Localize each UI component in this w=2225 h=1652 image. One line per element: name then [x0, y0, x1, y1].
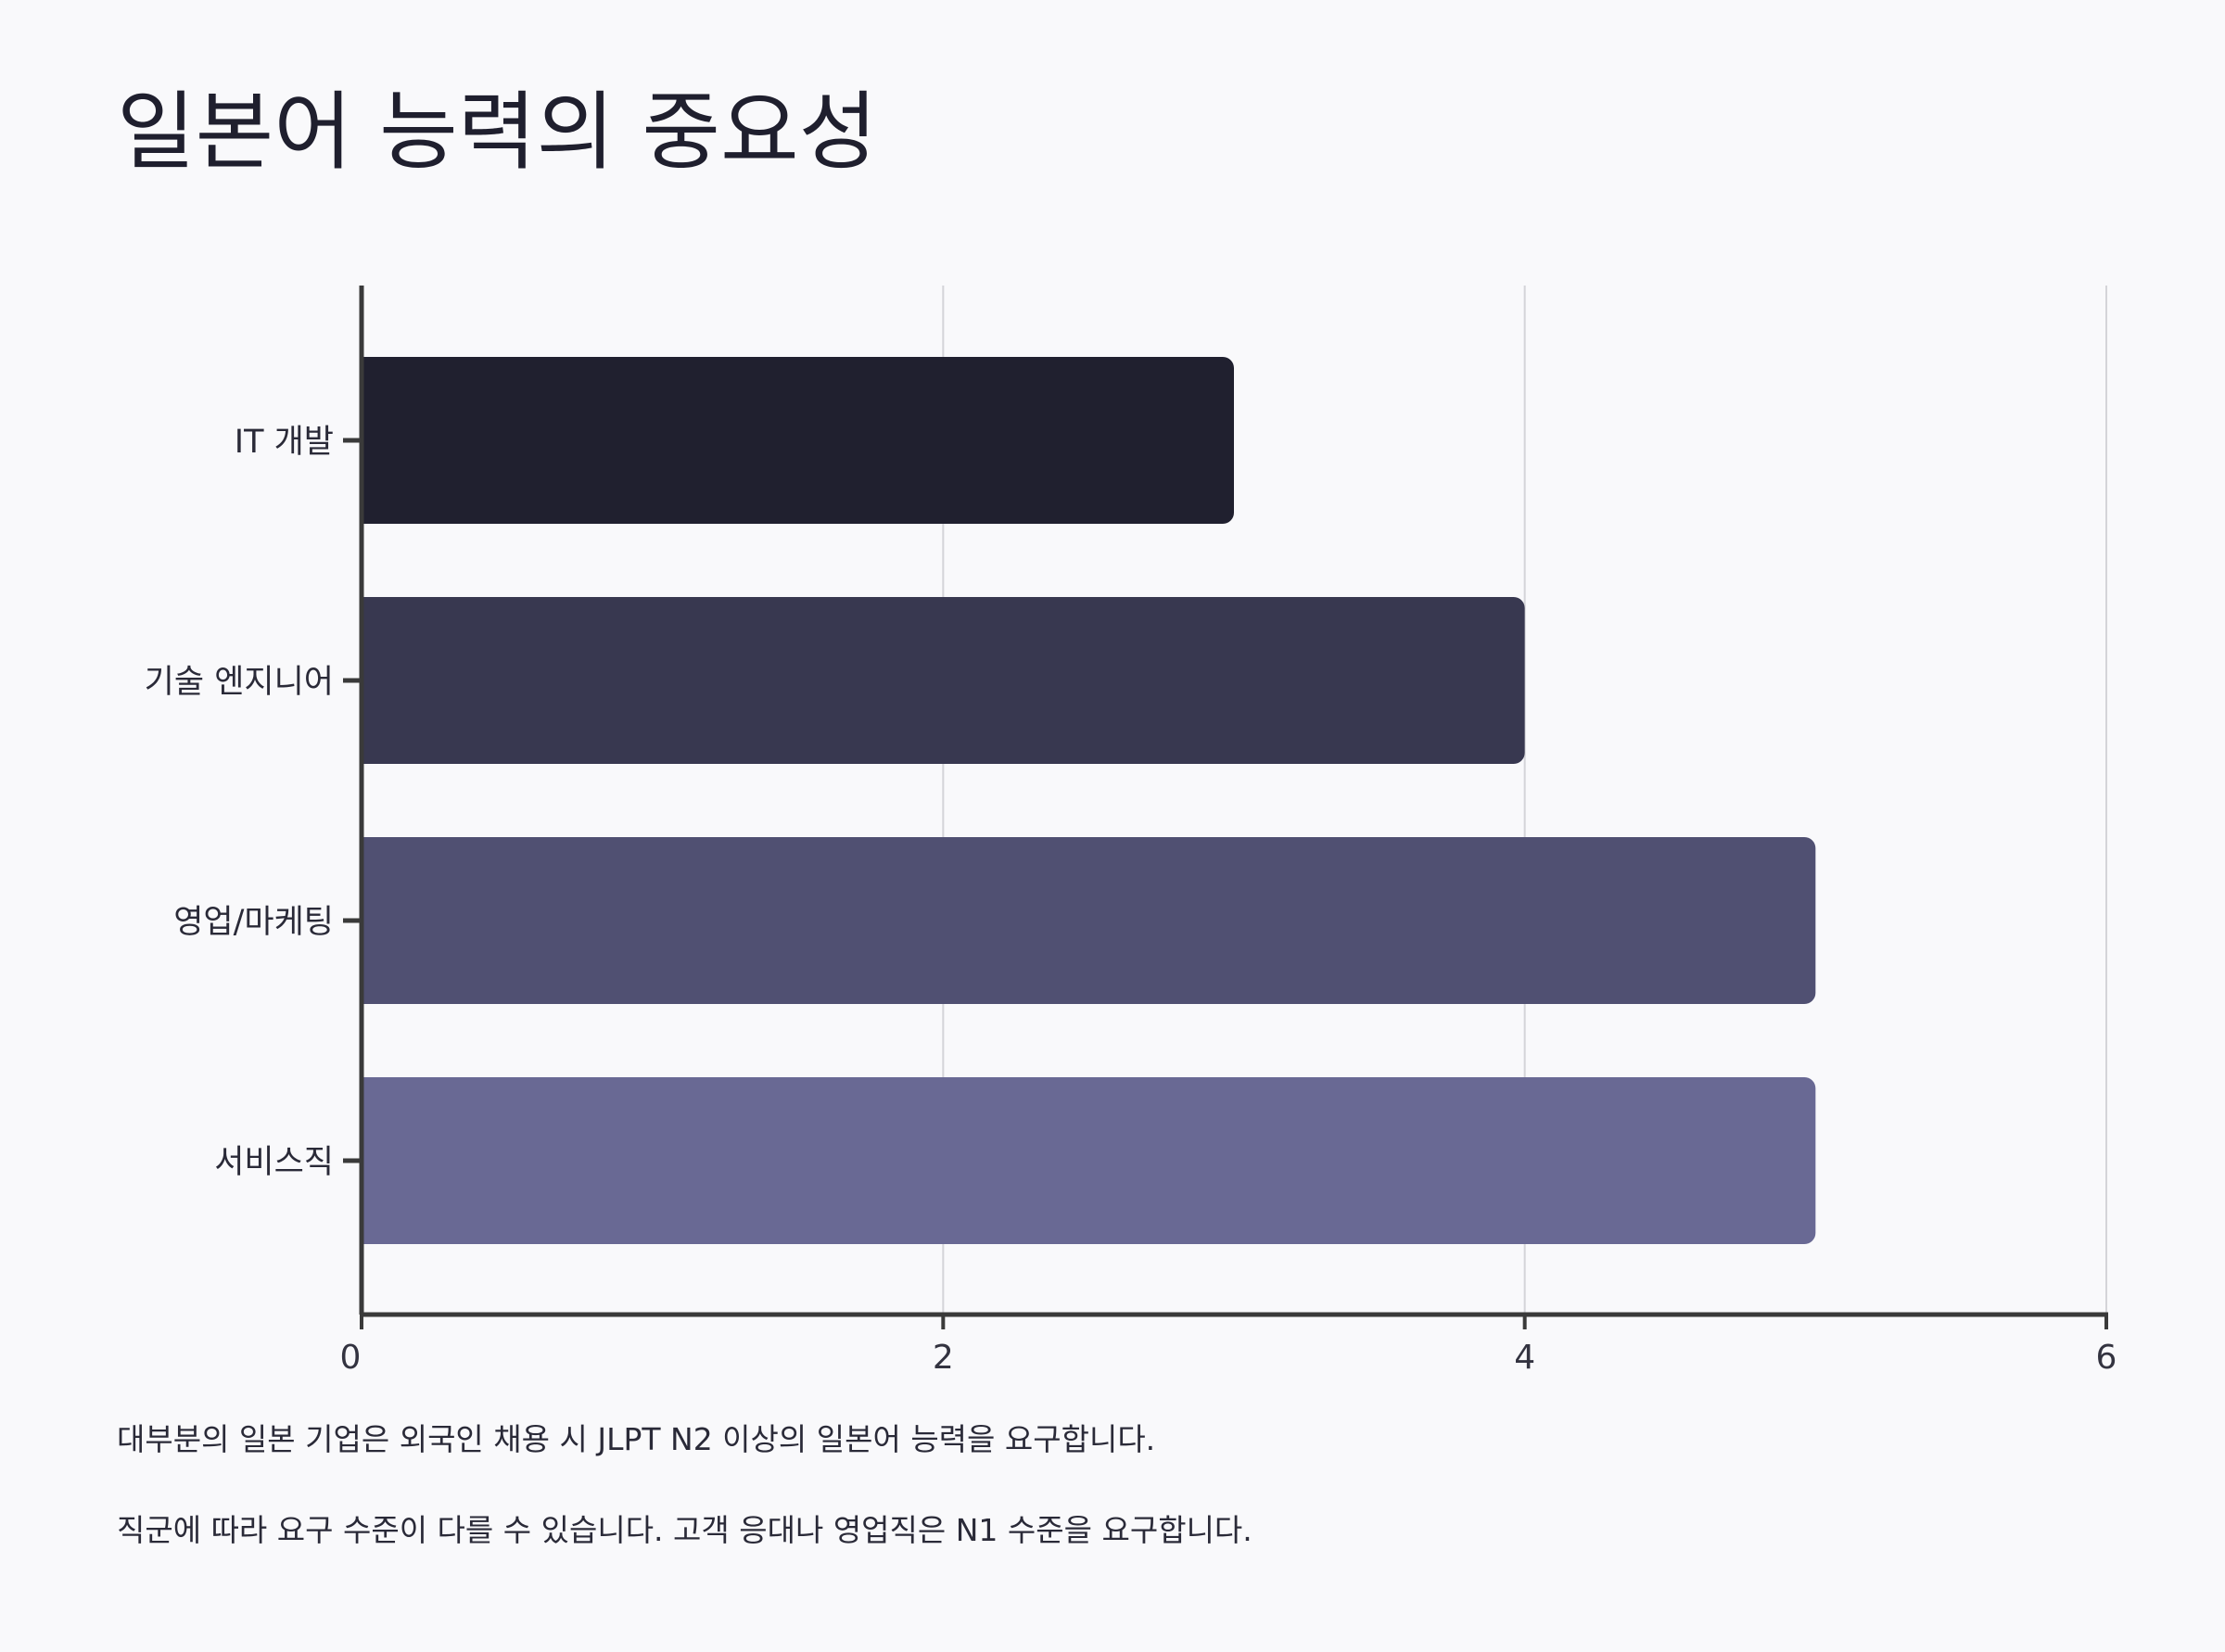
bar-4-base [362, 1077, 380, 1244]
axes [343, 286, 2108, 1329]
bar-1-base [362, 357, 380, 524]
x-tick-label-2: 2 [933, 1339, 954, 1377]
bar-1 [362, 357, 1234, 524]
y-tick-label-4: 서비스직 [214, 1144, 334, 1181]
bar-2 [362, 597, 1525, 764]
bar-3-base [362, 837, 380, 1004]
bar-4 [362, 1077, 1816, 1244]
note-requirement: 대부분의 일본 기업은 외국인 채용 시 JLPT N2 이상의 일본어 능력을… [117, 1421, 1156, 1457]
notes: 대부분의 일본 기업은 외국인 채용 시 JLPT N2 이상의 일본어 능력을… [117, 1418, 2156, 1600]
y-tick-label-2: 기술 엔지니어 [145, 664, 334, 701]
x-tick-label-4: 4 [1514, 1339, 1535, 1377]
page-title: 일본어 능력의 중요성 [117, 83, 878, 182]
note-role-difference: 직군에 따라 요구 수준이 다를 수 있습니다. 고객 응대나 영업직은 N1 … [117, 1512, 1252, 1548]
x-tick-label-6: 6 [2096, 1339, 2117, 1377]
x-tick-label-0: 0 [340, 1339, 362, 1377]
y-tick-label-1: IT 개발 [235, 424, 334, 461]
y-tick-label-3: 영업/마케팅 [173, 904, 334, 941]
bar-3 [362, 837, 1816, 1004]
bars [362, 357, 1816, 1244]
bar-2-base [362, 597, 380, 764]
